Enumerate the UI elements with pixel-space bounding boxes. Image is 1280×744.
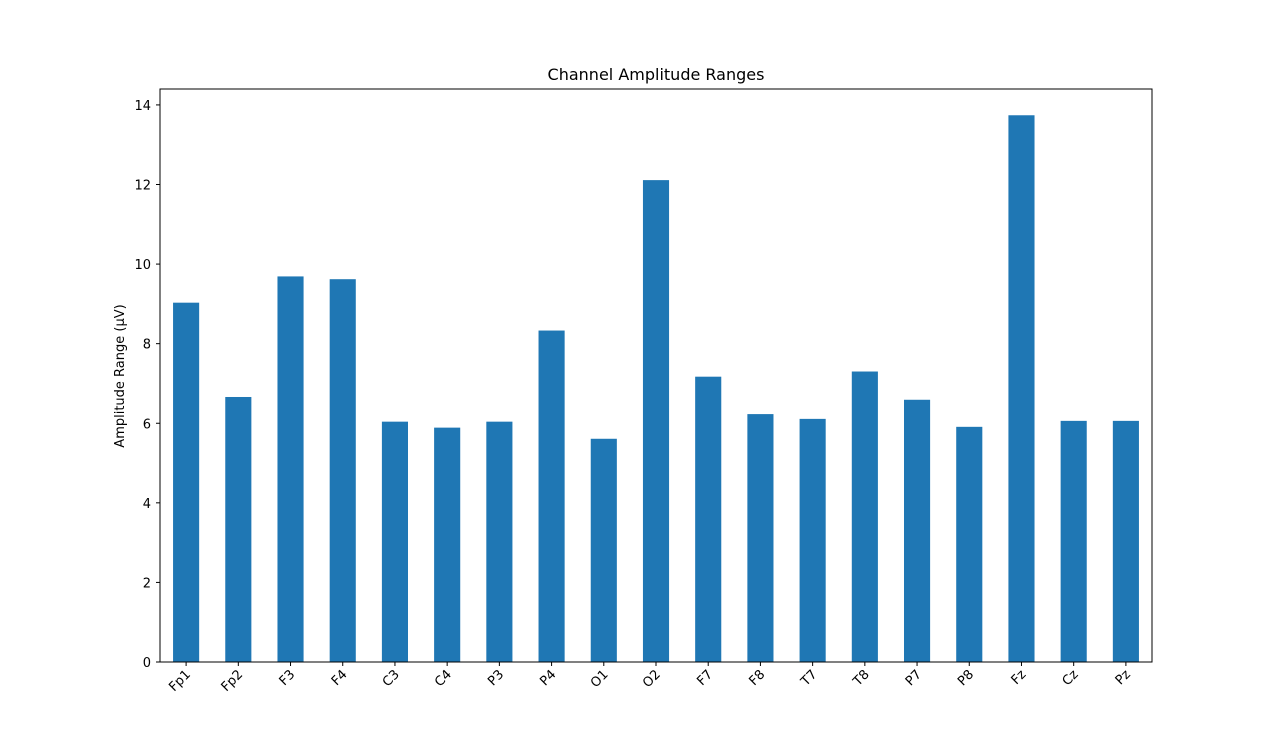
x-tick-label: F8 — [747, 667, 769, 689]
plot-frame — [159, 88, 1153, 663]
x-tick-label: F3 — [277, 667, 299, 689]
bar-fp2 — [225, 396, 252, 662]
bar-p4 — [538, 330, 565, 662]
y-tick-label: 8 — [143, 338, 151, 353]
x-tick-label: Pz — [1113, 667, 1134, 688]
bar-pz — [1112, 420, 1139, 662]
x-tick-label: C3 — [380, 667, 403, 690]
y-tick-label: 2 — [143, 576, 151, 591]
y-tick-label: 4 — [143, 497, 151, 512]
bar-o1 — [590, 438, 617, 662]
x-tick-label: Fp1 — [166, 667, 194, 695]
bar-f4 — [329, 279, 356, 662]
bar-p3 — [486, 421, 513, 662]
x-tick-label: P3 — [485, 667, 507, 689]
y-axis-label: Amplitude Range (µV) — [113, 304, 128, 447]
x-tick-label: F7 — [694, 667, 716, 689]
bar-t7 — [799, 418, 826, 662]
bar-c4 — [434, 427, 461, 662]
y-tick-label: 0 — [143, 656, 151, 671]
y-tick-label: 10 — [134, 258, 151, 273]
y-tick-label: 6 — [143, 417, 151, 432]
y-tick-label: 14 — [134, 99, 151, 114]
bar-t8 — [851, 371, 878, 662]
x-tick-label: Fp2 — [219, 667, 247, 695]
x-tick-label: P4 — [537, 667, 559, 689]
x-tick-label: P8 — [955, 667, 977, 689]
y-tick-label: 12 — [134, 179, 151, 194]
y-axis-ticks: 0 2 4 6 8 10 12 14 — [134, 99, 160, 671]
x-tick-label: F4 — [329, 667, 351, 689]
bar-fz — [1008, 115, 1035, 662]
x-tick-label: T7 — [798, 667, 821, 690]
x-tick-label: T8 — [850, 667, 873, 690]
x-tick-label: Fz — [1009, 667, 1030, 688]
x-tick-label: Cz — [1060, 667, 1082, 689]
x-tick-label: C4 — [432, 667, 455, 690]
bar-cz — [1060, 420, 1087, 662]
bar-f7 — [695, 376, 722, 662]
x-tick-label: O2 — [640, 667, 664, 691]
bars-group — [173, 115, 1139, 662]
bar-p8 — [956, 426, 983, 662]
bar-fp1 — [173, 302, 200, 662]
bar-c3 — [381, 421, 408, 662]
bar-f3 — [277, 276, 304, 662]
bar-f8 — [747, 414, 774, 662]
bar-p7 — [904, 399, 931, 662]
x-tick-label: O1 — [588, 667, 612, 691]
x-tick-label: P7 — [903, 667, 925, 689]
chart-title: Channel Amplitude Ranges — [548, 65, 765, 84]
x-axis-ticks: Fp1 Fp2 F3 F4 C3 C4 P3 P4 O1 O2 F7 F8 T7 T8 P7 P8 Fz Cz Pz — [166, 662, 1134, 695]
bar-o2 — [642, 180, 670, 662]
